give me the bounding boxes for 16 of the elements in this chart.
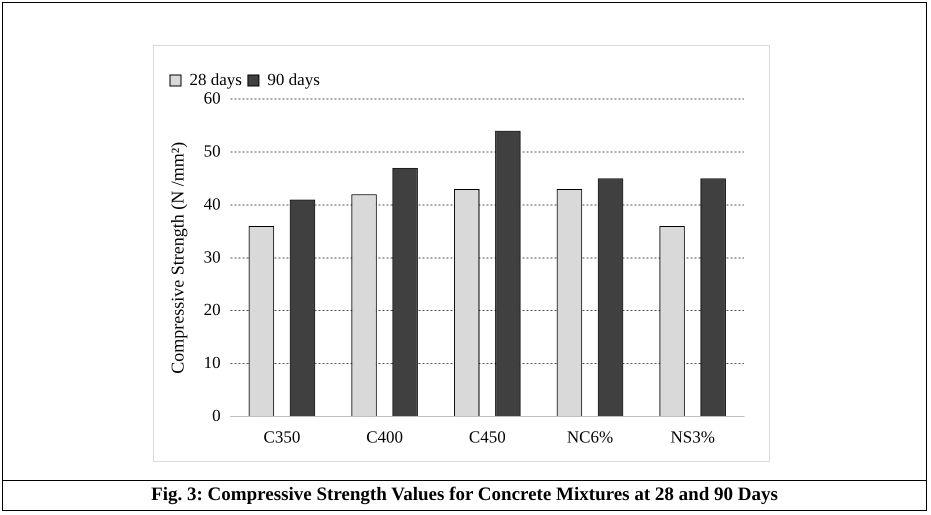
x-tick-label: NS3% bbox=[670, 427, 715, 446]
x-tick-label: C400 bbox=[366, 427, 404, 446]
legend-label: 28 days bbox=[190, 70, 242, 89]
y-tick-label: 30 bbox=[204, 247, 221, 266]
x-tick-label: C450 bbox=[468, 427, 506, 446]
y-tick-label: 10 bbox=[204, 353, 221, 372]
y-tick-label: 20 bbox=[204, 300, 221, 320]
x-tick-label: NC6% bbox=[566, 427, 614, 446]
y-axis-title: Compressive Strength (N /mm²) bbox=[168, 142, 188, 374]
y-tick-label: 40 bbox=[204, 194, 221, 214]
caption: Fig. 3: Compressive Strength Values for Concrete Mixtures at 28 and 90 Days bbox=[2, 480, 927, 506]
y-tick-label: 60 bbox=[204, 88, 221, 108]
x-tick-label: C350 bbox=[264, 427, 300, 446]
y-tick-label: 50 bbox=[204, 141, 221, 160]
legend-label: 90 days bbox=[267, 70, 320, 89]
y-tick-label: 0 bbox=[212, 406, 221, 426]
